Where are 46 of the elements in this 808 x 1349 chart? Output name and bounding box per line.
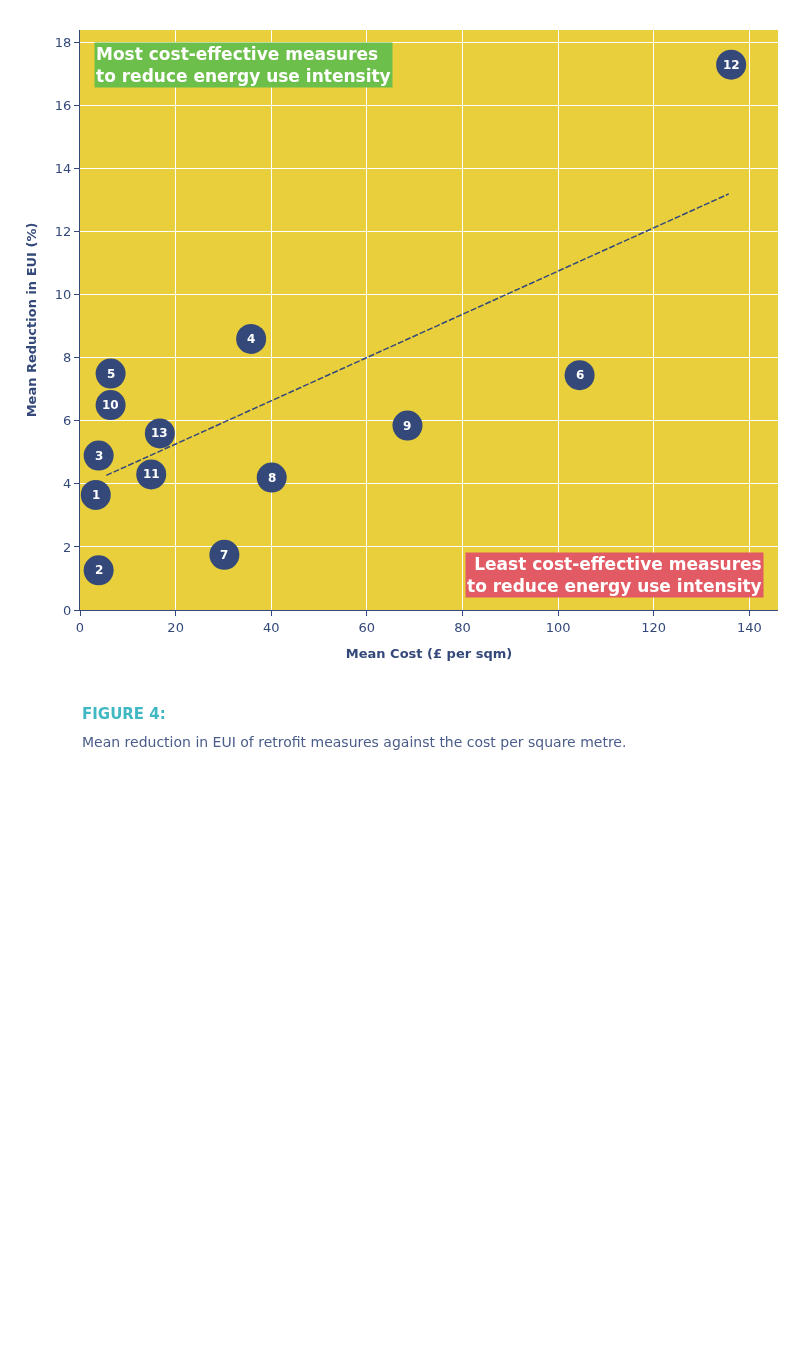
y-tick-label: 10 — [54, 287, 72, 303]
annotation: 3 — [95, 449, 104, 463]
point — [95, 358, 126, 389]
annotation: 9 — [403, 419, 412, 433]
x-tick-label: 40 — [262, 619, 280, 635]
point — [83, 440, 114, 471]
point — [564, 360, 595, 391]
y-tick-label: 8 — [63, 350, 72, 366]
y-tick-label: 12 — [54, 224, 72, 240]
annotation: 11 — [143, 467, 160, 481]
x-tick-label: 20 — [167, 619, 184, 635]
y-tick-label: 18 — [54, 35, 72, 51]
point — [236, 323, 267, 354]
annotation: 10 — [102, 398, 119, 412]
y-axis-title: Mean Reduction in EUI (%) — [23, 222, 39, 418]
y-tick-label: 0 — [63, 602, 72, 618]
annotation: Least cost-effective measures to reduce energy use intensity — [467, 554, 762, 597]
annotation: 6 — [576, 368, 585, 382]
annotation: 2 — [95, 563, 104, 577]
annotation: 13 — [151, 426, 168, 440]
point — [83, 555, 114, 586]
point — [256, 462, 287, 493]
annotation: 8 — [268, 471, 277, 485]
y-tick-label: 4 — [63, 476, 72, 492]
y-tick-label: 2 — [63, 539, 72, 555]
annotation: 5 — [107, 367, 116, 381]
x-tick-label: 140 — [736, 619, 762, 635]
x-axis-title: Mean Cost (£ per sqm) — [345, 646, 513, 662]
annotation: 7 — [220, 548, 229, 562]
point — [80, 479, 111, 510]
y-tick-label: 6 — [63, 413, 72, 429]
text: Mean reduction in EUI of retrofit measures against the cost per square metre. — [82, 734, 627, 750]
y-tick-label: 16 — [54, 98, 72, 114]
annotation: Most cost-effective measures to reduce energy use intensity — [96, 44, 391, 87]
x-tick-label: 80 — [454, 619, 471, 635]
x-tick-label: 0 — [75, 619, 85, 635]
annotation: 1 — [92, 488, 101, 502]
text: FIGURE 4: — [82, 705, 166, 723]
point — [209, 539, 240, 570]
annotation: 12 — [723, 58, 740, 72]
point — [392, 410, 423, 441]
annotation: 4 — [247, 332, 256, 346]
x-tick-label: 60 — [358, 619, 376, 635]
y-tick-label: 14 — [54, 161, 72, 177]
x-tick-label: 120 — [641, 619, 667, 635]
x-tick-label: 100 — [545, 619, 571, 635]
